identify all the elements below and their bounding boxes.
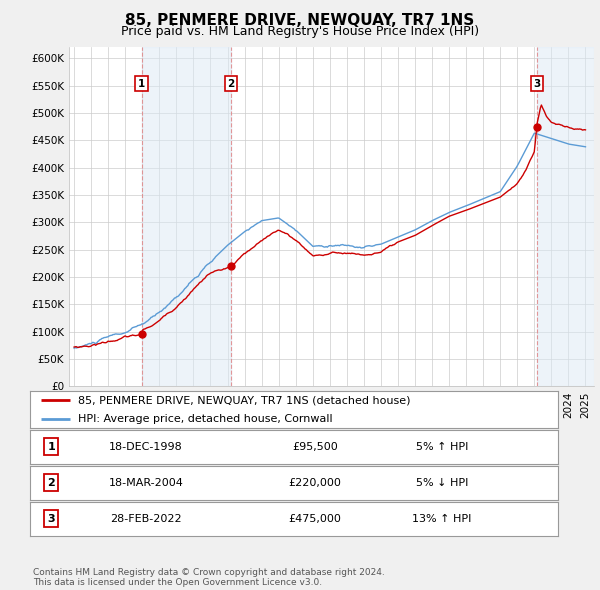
Text: £95,500: £95,500 <box>292 442 338 451</box>
Text: 18-MAR-2004: 18-MAR-2004 <box>109 478 184 487</box>
Text: 3: 3 <box>533 79 541 89</box>
Text: 1: 1 <box>47 442 55 451</box>
Text: 5% ↑ HPI: 5% ↑ HPI <box>416 442 468 451</box>
Text: Price paid vs. HM Land Registry's House Price Index (HPI): Price paid vs. HM Land Registry's House … <box>121 25 479 38</box>
Text: Contains HM Land Registry data © Crown copyright and database right 2024.
This d: Contains HM Land Registry data © Crown c… <box>33 568 385 587</box>
Bar <box>142 47 231 386</box>
Text: HPI: Average price, detached house, Cornwall: HPI: Average price, detached house, Corn… <box>77 414 332 424</box>
Text: 2: 2 <box>47 478 55 487</box>
Text: 28-FEB-2022: 28-FEB-2022 <box>110 514 182 523</box>
Text: 2: 2 <box>227 79 235 89</box>
Text: 85, PENMERE DRIVE, NEWQUAY, TR7 1NS: 85, PENMERE DRIVE, NEWQUAY, TR7 1NS <box>125 13 475 28</box>
Bar <box>537 47 594 386</box>
Text: 5% ↓ HPI: 5% ↓ HPI <box>416 478 468 487</box>
Text: 85, PENMERE DRIVE, NEWQUAY, TR7 1NS (detached house): 85, PENMERE DRIVE, NEWQUAY, TR7 1NS (det… <box>77 395 410 405</box>
Text: 1: 1 <box>138 79 145 89</box>
Text: 18-DEC-1998: 18-DEC-1998 <box>109 442 183 451</box>
Text: 13% ↑ HPI: 13% ↑ HPI <box>412 514 472 523</box>
Text: £475,000: £475,000 <box>289 514 341 523</box>
Text: 3: 3 <box>47 514 55 523</box>
Text: £220,000: £220,000 <box>289 478 341 487</box>
